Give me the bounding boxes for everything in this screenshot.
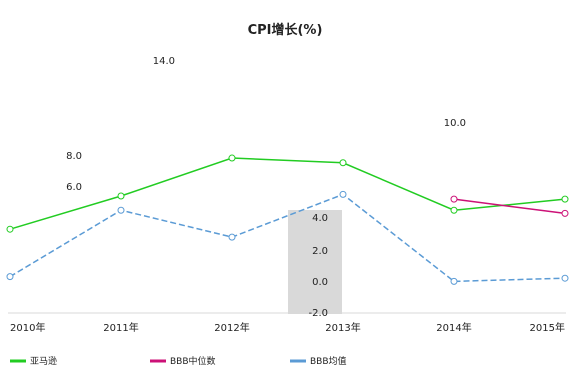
series-line xyxy=(9,157,566,230)
y-tick-label: 14.0 xyxy=(153,56,175,67)
data-point xyxy=(6,225,14,233)
legend-label: BBB中位数 xyxy=(170,355,216,367)
data-point xyxy=(450,195,458,203)
y-tick-label: 0.0 xyxy=(312,277,328,288)
x-tick-label: 2013年 xyxy=(325,321,360,334)
data-point xyxy=(561,274,569,282)
occluding-panel xyxy=(288,210,342,314)
y-tick-label: 4.0 xyxy=(312,213,328,224)
series-line xyxy=(453,198,566,215)
x-tick-label: 2014年 xyxy=(436,321,471,334)
data-point xyxy=(450,206,458,214)
x-tick-label: 2010年 xyxy=(10,321,45,334)
y-tick-label: 8.0 xyxy=(66,151,82,162)
y-tick-label: 6.0 xyxy=(66,182,82,193)
data-point xyxy=(561,209,569,217)
y-tick-label: 10.0 xyxy=(444,118,466,129)
x-tick-label: 2015年 xyxy=(530,321,565,334)
data-point xyxy=(561,195,569,203)
chart-title: CPI增长(%) xyxy=(248,22,323,38)
data-point xyxy=(228,233,236,241)
data-point xyxy=(228,154,236,162)
data-point xyxy=(6,273,14,281)
y-tick-label: -2.0 xyxy=(308,308,328,319)
series-line xyxy=(9,193,566,283)
legend-label: BBB均值 xyxy=(310,355,347,367)
x-tick-label: 2011年 xyxy=(103,321,138,334)
data-point xyxy=(117,206,125,214)
x-tick-label: 2012年 xyxy=(214,321,249,334)
data-point xyxy=(339,190,347,198)
data-point xyxy=(117,192,125,200)
data-point xyxy=(450,277,458,285)
data-point xyxy=(339,159,347,167)
legend-label: 亚马逊 xyxy=(30,356,57,367)
y-tick-label: 2.0 xyxy=(312,246,328,257)
